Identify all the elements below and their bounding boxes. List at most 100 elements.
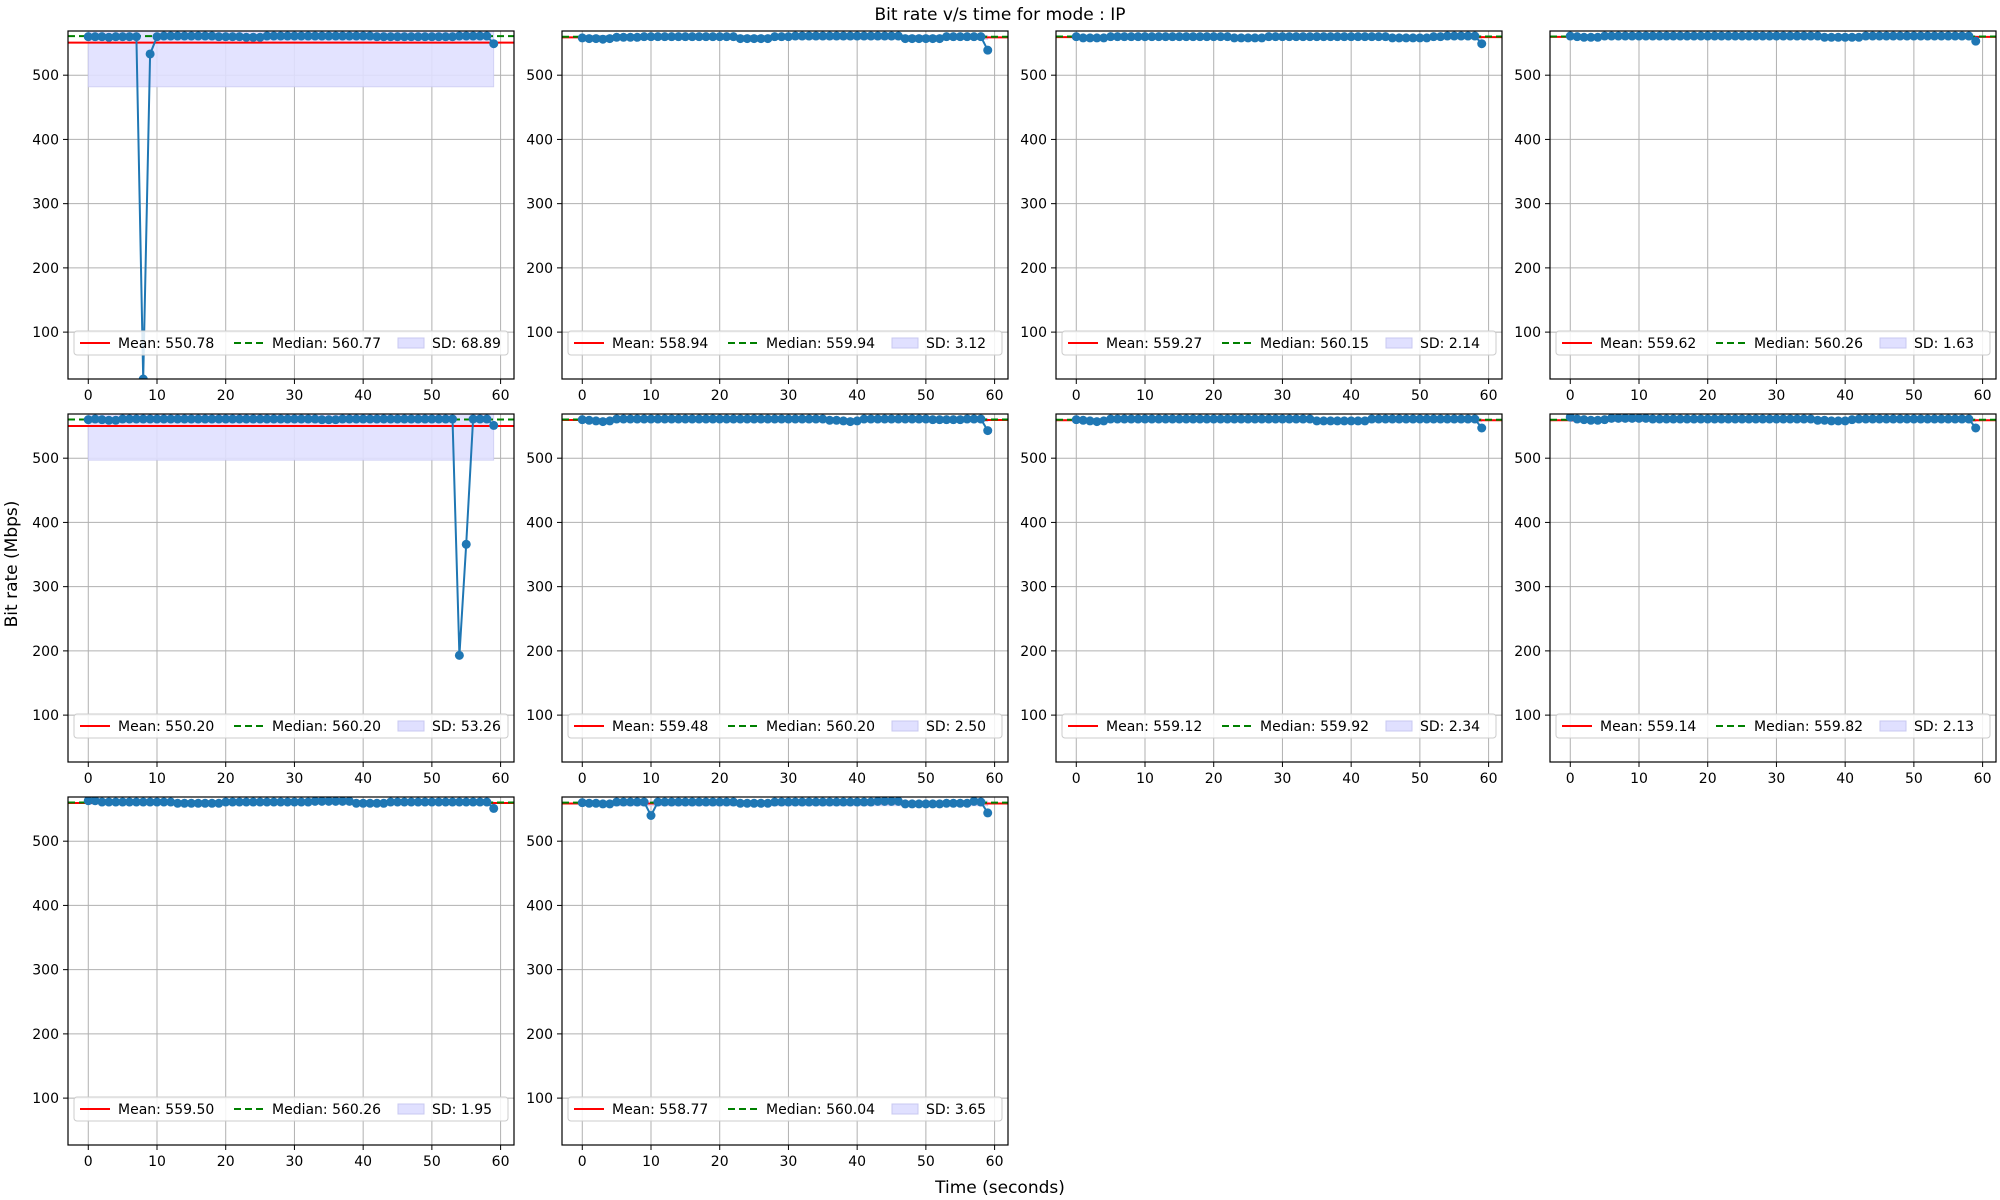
data-point (735, 798, 745, 808)
data-point (131, 32, 141, 42)
data-point (1401, 33, 1411, 43)
data-point (482, 797, 492, 807)
data-point (179, 798, 189, 808)
x-tick-label: 20 (711, 388, 729, 404)
x-tick-label: 20 (711, 771, 729, 787)
data-point (413, 414, 423, 424)
data-point (1222, 32, 1232, 42)
data-point (365, 414, 375, 424)
data-point (1826, 32, 1836, 42)
y-tick-label: 400 (1514, 132, 1541, 148)
data-point (804, 797, 814, 807)
x-tick-label: 60 (1480, 388, 1498, 404)
data-point (214, 32, 224, 42)
data-point (1778, 414, 1788, 424)
data-point (1792, 31, 1802, 41)
data-point (186, 414, 196, 424)
data-point (832, 415, 842, 425)
legend-box (73, 1096, 509, 1122)
data-point (921, 799, 931, 809)
data-point (97, 32, 107, 42)
y-tick-label: 100 (526, 325, 553, 341)
data-point (393, 32, 403, 42)
y-tick-label: 100 (32, 1091, 59, 1107)
data-point (207, 31, 217, 41)
data-point (393, 797, 403, 807)
data-point (1957, 31, 1967, 41)
data-point (1119, 414, 1129, 424)
data-point (1771, 31, 1781, 41)
data-point (475, 414, 485, 424)
data-point (1813, 31, 1823, 41)
data-point (1236, 33, 1246, 43)
data-point (673, 414, 683, 424)
data-point (811, 414, 821, 424)
data-point (234, 797, 244, 807)
x-tick-label: 10 (1630, 388, 1648, 404)
data-point (1682, 31, 1692, 41)
data-point (763, 798, 773, 808)
plot-area (562, 797, 1008, 820)
data-point (1648, 31, 1658, 41)
subplot-7: 0 10 20 30 40 50 60 100 200 300 400 500 Mean: 559.12… (1020, 413, 1503, 787)
data-point (1092, 417, 1102, 427)
data-point (845, 797, 855, 807)
data-point (1971, 36, 1981, 46)
data-point (591, 34, 601, 44)
legend: Mean: 559.27 Median: 560.15 SD: 2.14 (1061, 330, 1497, 356)
data-point (1456, 31, 1466, 41)
y-tick-label: 200 (32, 644, 59, 660)
data-point (845, 31, 855, 41)
data-point (1627, 31, 1637, 41)
data-point (1716, 31, 1726, 41)
legend-sd-swatch (891, 1103, 919, 1115)
data-point (289, 31, 299, 41)
data-point (248, 797, 258, 807)
x-tick-label: 0 (578, 388, 587, 404)
data-point (900, 34, 910, 44)
data-point (667, 414, 677, 424)
data-point (701, 414, 711, 424)
data-point (1339, 32, 1349, 42)
x-tick-label: 30 (1768, 388, 1786, 404)
legend-median-label: Median: 559.82 (1754, 719, 1863, 735)
data-point (434, 32, 444, 42)
data-point (1346, 32, 1356, 42)
data-point (625, 32, 635, 42)
data-point (1463, 31, 1473, 41)
data-point (1586, 415, 1596, 425)
data-point (1147, 32, 1157, 42)
data-point (379, 798, 389, 808)
data-point (1971, 423, 1981, 433)
data-point (1449, 31, 1459, 41)
data-point (1593, 32, 1603, 42)
data-point (701, 32, 711, 42)
data-point (269, 31, 279, 41)
axes-frame (1549, 30, 1997, 380)
data-point (1634, 31, 1644, 41)
data-point (1909, 414, 1919, 424)
data-point (756, 798, 766, 808)
data-point (269, 414, 279, 424)
data-point (125, 414, 135, 424)
data-point (660, 414, 670, 424)
data-point (1188, 32, 1198, 42)
data-point (1572, 32, 1582, 42)
plot-area (562, 414, 1008, 436)
data-point (427, 32, 437, 42)
data-point (1840, 416, 1850, 426)
data-point (248, 414, 258, 424)
data-point (811, 31, 821, 41)
data-point (742, 414, 752, 424)
data-point (914, 799, 924, 809)
y-tick-label: 200 (1514, 644, 1541, 660)
data-point (962, 32, 972, 42)
data-point (797, 414, 807, 424)
data-point (152, 797, 162, 807)
data-point (783, 414, 793, 424)
data-point (276, 414, 286, 424)
y-tick-label: 500 (526, 834, 553, 850)
data-point (214, 798, 224, 808)
data-point (193, 31, 203, 41)
